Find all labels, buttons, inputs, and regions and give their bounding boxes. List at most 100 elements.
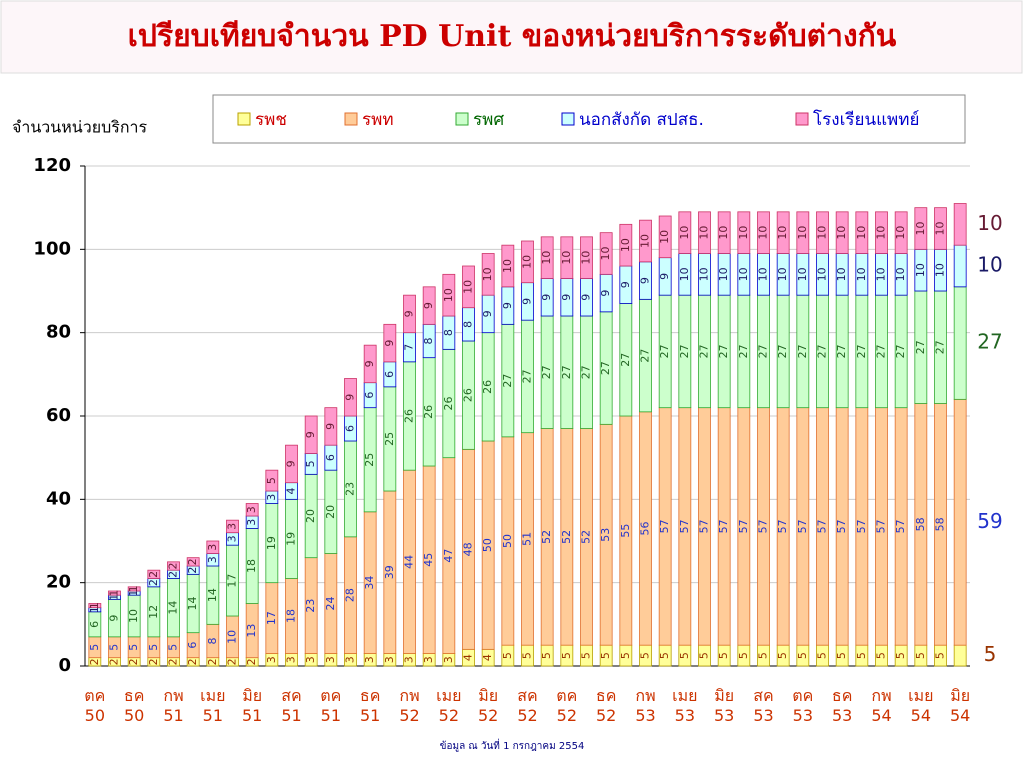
value-label: 10	[835, 267, 848, 281]
bar-segment	[383, 323, 397, 363]
note: ข้อมูล ณ วันที่ 1 กรกฎาคม 2554	[440, 738, 585, 752]
value-label: 1	[127, 590, 140, 597]
value-label: 59	[977, 509, 1002, 533]
value-label: 5	[639, 652, 652, 659]
legend-swatch	[344, 112, 358, 126]
value-label: 27	[796, 344, 809, 358]
value-label: 5	[796, 652, 809, 659]
value-label: 9	[619, 281, 632, 288]
value-label: 10	[127, 609, 140, 623]
legend-swatch	[561, 112, 575, 126]
value-label: 52	[560, 530, 573, 544]
x-tick-label: กพ 54	[871, 686, 892, 725]
value-label: 3	[344, 656, 357, 663]
bar-segment	[363, 344, 377, 384]
bar-segment	[462, 265, 475, 309]
value-label: 10	[977, 253, 1002, 277]
value-label: 9	[344, 394, 357, 401]
bar-segment	[737, 211, 751, 254]
value-label: 23	[304, 599, 317, 613]
value-label: 8	[422, 338, 435, 345]
value-label: 10	[501, 259, 514, 273]
value-label: 27	[737, 344, 750, 358]
value-label: 3	[422, 656, 435, 663]
value-label: 5	[108, 644, 121, 651]
value-label: 10	[639, 234, 652, 248]
bar-segment	[108, 590, 121, 596]
x-tick-label: เมย 51	[200, 686, 226, 725]
value-label: 10	[894, 267, 907, 281]
legend-label: นอกสังกัด สปสธ.	[579, 110, 704, 130]
value-label: 27	[717, 344, 730, 358]
value-label: 17	[226, 574, 239, 588]
value-label: 27	[977, 330, 1002, 354]
legend-swatch	[237, 112, 251, 126]
bar-segment	[580, 236, 593, 279]
bar-segment	[914, 207, 928, 250]
legend-label: โรงเรียนแพทย์	[813, 109, 919, 130]
value-label: 9	[521, 298, 534, 305]
value-label: 6	[88, 621, 101, 628]
x-tick-label: เมย 52	[436, 686, 462, 725]
value-label: 10	[796, 226, 809, 240]
value-label: 57	[776, 519, 789, 533]
legend-swatch	[455, 112, 469, 126]
value-label: 5	[88, 644, 101, 651]
value-label: 5	[717, 652, 730, 659]
value-label: 9	[363, 360, 376, 367]
value-label: 57	[894, 519, 907, 533]
bar-segment	[501, 244, 515, 288]
value-label: 19	[285, 532, 298, 546]
value-label: 5	[501, 652, 514, 659]
value-label: 45	[422, 553, 435, 567]
value-label: 2	[167, 563, 180, 570]
value-label: 5	[816, 652, 829, 659]
value-label: 9	[540, 294, 553, 301]
value-label: 26	[422, 405, 435, 419]
value-label: 2	[186, 558, 199, 565]
value-label: 2	[245, 658, 258, 665]
value-label: 10	[462, 280, 475, 294]
value-label: 2	[147, 658, 160, 665]
value-label: 9	[658, 273, 671, 280]
value-label: 6	[344, 425, 357, 432]
value-label: 50	[501, 534, 514, 548]
value-label: 5	[619, 652, 632, 659]
bar-segment	[698, 211, 711, 254]
value-label: 52	[540, 530, 553, 544]
value-label: 26	[403, 409, 416, 423]
value-label: 57	[855, 519, 868, 533]
x-tick-label: ตค 52	[556, 686, 578, 725]
value-label: 10	[796, 267, 809, 281]
x-tick-label: ธค 53	[831, 686, 853, 725]
value-label: 8	[206, 638, 219, 645]
value-label: 50	[481, 538, 494, 552]
value-label: 10	[540, 251, 553, 265]
legend-label: รพท	[362, 110, 394, 130]
value-label: 5	[737, 652, 750, 659]
value-label: 17	[265, 611, 278, 625]
y-tick-label: 0	[58, 655, 71, 676]
value-label: 2	[186, 567, 199, 574]
bar-segment	[953, 644, 967, 667]
y-tick-label: 60	[46, 405, 71, 426]
value-label: 48	[462, 542, 475, 556]
value-label: 10	[226, 630, 239, 644]
bar-segment	[147, 569, 161, 579]
value-label: 10	[678, 267, 691, 281]
value-label: 1	[127, 585, 140, 592]
x-tick-label: มิย 54	[949, 686, 971, 725]
value-label: 5	[127, 644, 140, 651]
value-label: 18	[285, 609, 298, 623]
value-label: 10	[934, 222, 947, 236]
value-label: 9	[108, 615, 121, 622]
bar-segment	[875, 211, 888, 254]
x-tick-label: ตค 51	[320, 686, 342, 725]
value-label: 53	[599, 528, 612, 542]
value-label: 27	[757, 344, 770, 358]
value-label: 1	[88, 602, 101, 609]
value-label: 10	[835, 226, 848, 240]
value-label: 10	[757, 267, 770, 281]
value-label: 3	[324, 656, 337, 663]
value-label: 3	[226, 535, 239, 542]
